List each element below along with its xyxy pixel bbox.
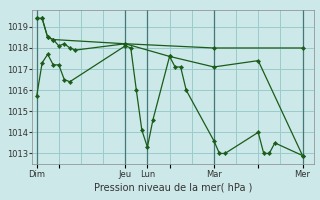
X-axis label: Pression niveau de la mer( hPa ): Pression niveau de la mer( hPa ) xyxy=(94,183,252,193)
